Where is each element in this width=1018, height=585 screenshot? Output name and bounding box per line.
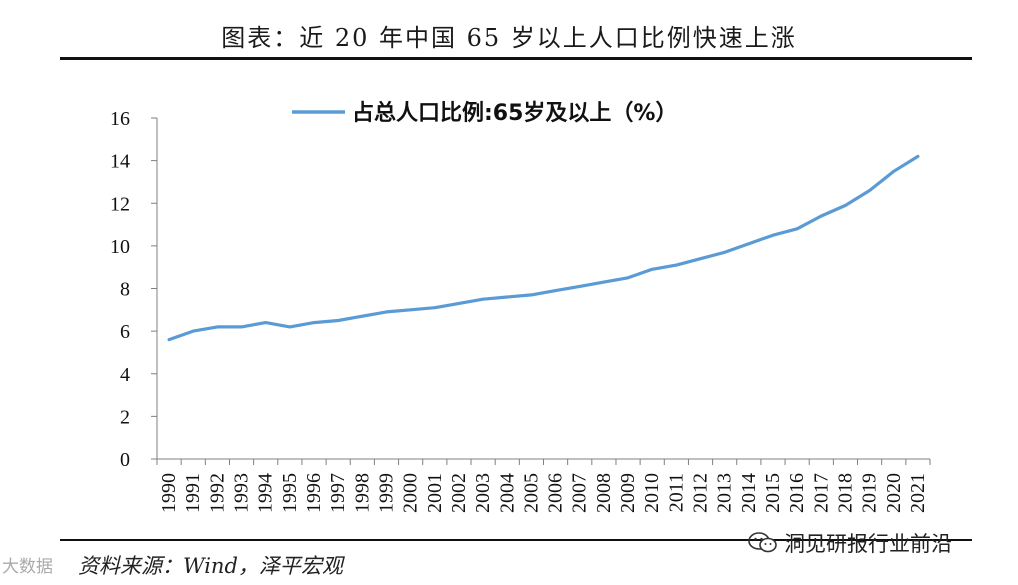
data-point — [723, 250, 727, 254]
data-point — [554, 289, 557, 293]
data-point — [868, 189, 872, 192]
y-tick-label: 6 — [120, 321, 130, 343]
data-point — [916, 154, 920, 158]
chart-axes — [156, 118, 930, 460]
data-point — [457, 302, 461, 305]
x-tick-label: 1992 — [206, 473, 228, 513]
y-tick-label: 2 — [120, 406, 130, 428]
data-point — [360, 314, 364, 318]
data-point — [385, 310, 388, 314]
x-tick-label: 2014 — [738, 473, 760, 513]
x-tick-label: 2018 — [834, 473, 856, 513]
y-tick-label: 16 — [110, 108, 130, 130]
data-point — [433, 306, 437, 310]
data-point — [795, 227, 799, 231]
x-tick-label: 2011 — [665, 473, 687, 512]
data-point — [288, 325, 292, 329]
data-point — [240, 325, 243, 329]
y-axis-ticks: 0 2 4 6 8 10 12 14 16 — [110, 108, 157, 471]
x-tick-label: 1991 — [182, 473, 204, 513]
x-tick-label: 1995 — [279, 473, 301, 513]
x-tick-label: 2006 — [545, 473, 567, 513]
x-tick-label: 2021 — [907, 473, 929, 513]
data-point — [626, 276, 630, 280]
x-tick-label: 2015 — [762, 473, 784, 513]
data-point — [409, 308, 413, 312]
data-point — [650, 267, 654, 271]
y-tick-label: 14 — [110, 151, 130, 173]
data-point — [481, 297, 485, 301]
x-tick-label: 1999 — [375, 473, 397, 513]
data-point — [336, 319, 340, 322]
series-layer — [167, 154, 920, 342]
data-point — [819, 214, 823, 218]
y-tick-label: 0 — [120, 449, 130, 471]
x-tick-label: 2007 — [569, 473, 591, 513]
chart-legend: 占总人口比例:65岁及以上（%） — [292, 100, 677, 126]
data-point — [578, 284, 582, 288]
x-tick-label: 1994 — [255, 473, 277, 513]
data-point — [505, 295, 509, 299]
x-tick-label: 2008 — [593, 473, 615, 513]
bottom-divider — [60, 539, 972, 541]
x-tick-label: 2001 — [424, 473, 446, 513]
x-tick-label: 1990 — [158, 473, 180, 513]
data-point — [844, 203, 847, 207]
data-point — [747, 242, 751, 246]
x-tick-label: 2003 — [472, 473, 494, 513]
x-tick-label: 2000 — [400, 473, 422, 513]
data-point — [264, 321, 268, 324]
data-point — [530, 293, 533, 297]
data-point — [191, 329, 195, 333]
x-tick-label: 2013 — [714, 473, 736, 513]
x-tick-label: 2010 — [641, 473, 663, 513]
watermark-text: 洞见研报行业前沿 — [784, 532, 952, 556]
data-point — [699, 257, 702, 261]
x-tick-label: 1996 — [303, 473, 325, 513]
top-divider — [60, 57, 972, 60]
y-tick-label: 4 — [120, 364, 130, 386]
x-tick-label: 2020 — [883, 473, 905, 513]
data-point — [892, 169, 896, 173]
data-point — [215, 325, 219, 329]
x-tick-label: 1993 — [231, 473, 253, 513]
data-point — [602, 280, 606, 284]
y-tick-label: 12 — [110, 193, 130, 215]
x-tick-label: 2019 — [859, 473, 881, 513]
x-tick-label: 2016 — [786, 473, 808, 513]
data-point — [771, 233, 775, 237]
x-tick-label: 1997 — [327, 473, 349, 513]
x-tick-label: 2005 — [520, 473, 542, 513]
x-tick-label: 2009 — [617, 473, 639, 513]
page-title: 图表：近 20 年中国 65 岁以上人口比例快速上涨 — [221, 24, 797, 52]
legend-label: 占总人口比例:65岁及以上（%） — [352, 100, 677, 126]
series-line-0 — [167, 154, 920, 342]
x-tick-label: 2017 — [810, 473, 832, 513]
watermark: 洞见研报行业前沿 — [748, 528, 952, 558]
data-point — [674, 263, 678, 267]
data-point — [167, 338, 171, 342]
corner-watermark: 大数据 — [2, 557, 53, 577]
data-point — [312, 321, 316, 324]
wechat-icon — [748, 532, 777, 553]
x-axis-ticks: 1990 1991 1992 1993 1994 1995 1996 1997 1998 1999… — [156, 459, 931, 513]
y-tick-label: 8 — [120, 279, 130, 301]
x-tick-label: 2004 — [496, 473, 518, 513]
y-tick-label: 10 — [110, 236, 130, 258]
source-note: 资料来源：Wind，泽平宏观 — [78, 554, 343, 578]
x-tick-label: 2012 — [690, 473, 712, 513]
x-tick-label: 1998 — [351, 473, 373, 513]
x-tick-label: 2002 — [448, 473, 470, 513]
